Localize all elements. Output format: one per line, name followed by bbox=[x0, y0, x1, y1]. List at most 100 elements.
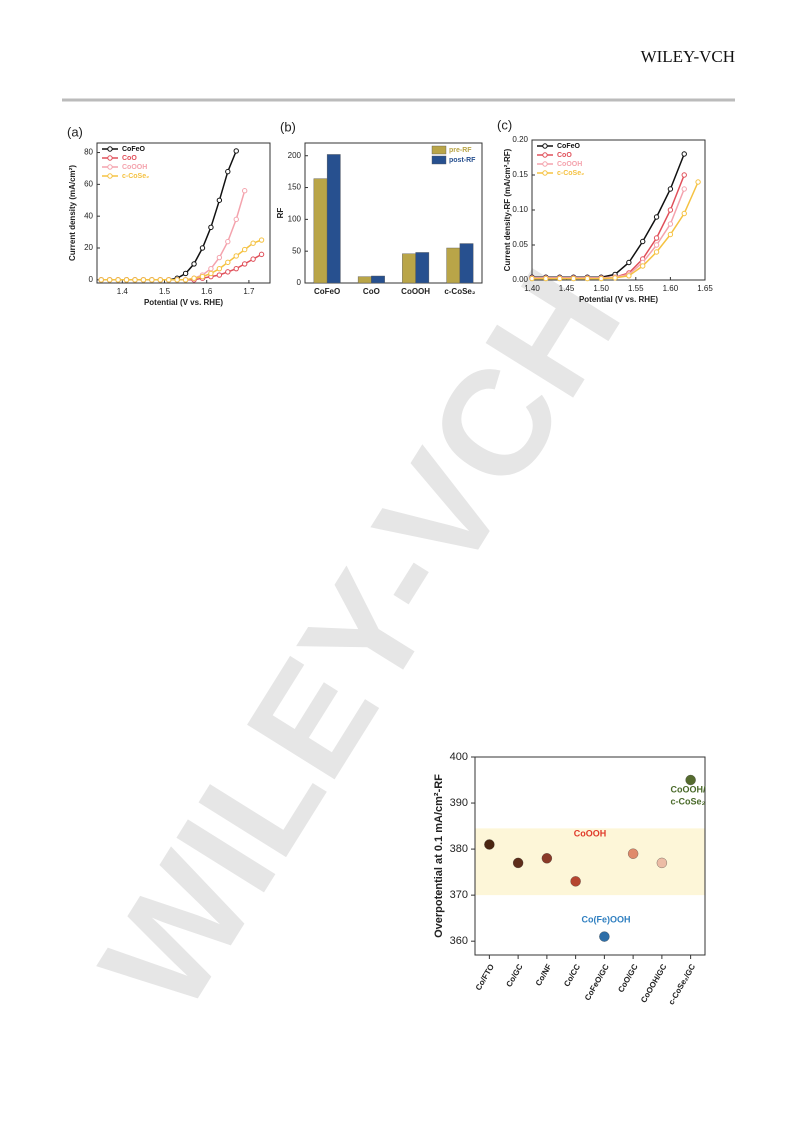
data-point bbox=[225, 259, 231, 266]
legend-label: CoOOH bbox=[122, 164, 147, 171]
bar bbox=[402, 253, 416, 284]
data-point bbox=[653, 214, 660, 220]
legend-label: c-CoSe₂ bbox=[122, 173, 149, 180]
y-tick-label: 60 bbox=[84, 179, 93, 188]
data-point bbox=[216, 197, 223, 203]
plot-frame bbox=[304, 142, 483, 284]
y-tick-label: 0.15 bbox=[512, 170, 528, 179]
data-point bbox=[225, 238, 231, 245]
x-tick-label: 1.7 bbox=[243, 287, 255, 296]
data-point bbox=[681, 210, 687, 217]
data-point bbox=[541, 853, 553, 864]
panel-label: (b) bbox=[280, 119, 296, 134]
panel-label: (a) bbox=[67, 124, 83, 139]
data-point bbox=[208, 270, 214, 277]
data-point bbox=[241, 261, 248, 267]
data-point bbox=[106, 277, 113, 283]
x-tick-label: 1.40 bbox=[524, 284, 540, 293]
legend-marker bbox=[542, 143, 548, 149]
data-point bbox=[216, 265, 223, 272]
x-tick-label: 1.60 bbox=[663, 284, 679, 293]
data-point bbox=[174, 277, 180, 283]
panel-label: (c) bbox=[497, 117, 512, 132]
y-tick-label: 100 bbox=[288, 214, 302, 223]
data-point bbox=[667, 186, 674, 192]
data-point bbox=[512, 857, 524, 869]
data-point bbox=[241, 188, 248, 194]
legend-marker bbox=[107, 164, 113, 170]
data-point bbox=[599, 931, 610, 942]
x-tick-label: 1.6 bbox=[201, 287, 213, 296]
y-tick-label: 390 bbox=[450, 797, 468, 809]
data-point bbox=[233, 216, 239, 223]
legend-marker bbox=[107, 146, 113, 152]
bar bbox=[326, 154, 341, 284]
annotation: c-CoSe₂ bbox=[670, 796, 705, 806]
data-point bbox=[166, 277, 172, 283]
y-tick-label: 0.05 bbox=[512, 240, 528, 249]
y-axis-label: Current density-RF (mA/cm²-RF) bbox=[503, 148, 512, 271]
data-point bbox=[667, 207, 674, 213]
y-tick-label: 50 bbox=[292, 246, 301, 255]
bar bbox=[313, 178, 328, 284]
data-point bbox=[598, 275, 604, 282]
y-tick-label: 0.10 bbox=[512, 205, 528, 214]
legend-label: CoFeO bbox=[557, 143, 581, 150]
data-point bbox=[208, 224, 214, 231]
y-tick-label: 0.00 bbox=[512, 275, 528, 284]
data-point bbox=[233, 148, 239, 154]
annotation: Co(Fe)OOH bbox=[582, 914, 631, 924]
data-point bbox=[233, 265, 239, 272]
data-point bbox=[626, 259, 632, 266]
data-point bbox=[640, 263, 646, 269]
y-axis-label: RF bbox=[276, 208, 285, 219]
data-point bbox=[612, 275, 618, 281]
data-point bbox=[685, 774, 696, 786]
legend-marker bbox=[542, 152, 548, 158]
y-axis-label: Current density (mA/cm²) bbox=[68, 165, 77, 261]
x-tick-label: 1.4 bbox=[117, 287, 129, 296]
data-point bbox=[225, 269, 231, 275]
data-point bbox=[199, 245, 206, 251]
data-point bbox=[216, 272, 223, 278]
y-tick-label: 40 bbox=[84, 211, 93, 220]
data-point bbox=[250, 256, 256, 262]
data-point bbox=[543, 275, 549, 282]
data-point bbox=[140, 277, 147, 283]
legend-marker bbox=[107, 173, 113, 179]
bar bbox=[415, 252, 430, 284]
y-tick-label: 0.20 bbox=[512, 135, 528, 144]
x-tick-label: 1.50 bbox=[593, 284, 609, 293]
y-tick-label: 370 bbox=[450, 889, 468, 901]
legend-swatch bbox=[431, 145, 447, 155]
data-point bbox=[123, 277, 130, 283]
data-point bbox=[570, 275, 577, 282]
legend-marker bbox=[542, 161, 548, 167]
legend-label: pre-RF bbox=[449, 147, 472, 154]
data-point bbox=[681, 172, 687, 178]
y-tick-label: 0 bbox=[89, 275, 94, 284]
data-point bbox=[695, 179, 701, 185]
legend-label: c-CoSe₂ bbox=[557, 170, 584, 177]
legend-label: CoO bbox=[557, 152, 572, 159]
legend-label: post-RF bbox=[449, 157, 476, 164]
x-axis-label: Potential (V vs. RHE) bbox=[579, 295, 658, 304]
data-point bbox=[182, 270, 189, 277]
bar bbox=[371, 275, 385, 284]
bar bbox=[459, 243, 474, 284]
brand: WILEY-VCH bbox=[641, 47, 735, 66]
legend-swatch bbox=[431, 155, 447, 165]
bar bbox=[446, 247, 461, 284]
data-point bbox=[199, 273, 206, 280]
data-point bbox=[191, 275, 197, 281]
y-tick-label: 0 bbox=[297, 278, 302, 287]
data-point bbox=[626, 273, 632, 279]
data-point bbox=[98, 277, 104, 283]
legend-marker bbox=[107, 155, 113, 161]
data-point bbox=[556, 275, 563, 282]
data-point bbox=[584, 275, 591, 282]
y-tick-label: 360 bbox=[450, 935, 468, 947]
y-tick-label: 200 bbox=[288, 151, 302, 160]
